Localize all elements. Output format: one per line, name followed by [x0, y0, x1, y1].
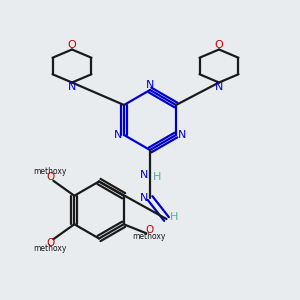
Text: N: N	[114, 130, 122, 140]
Text: H: H	[170, 212, 178, 223]
Text: methoxy: methoxy	[34, 244, 67, 253]
Text: O: O	[214, 40, 224, 50]
Text: N: N	[140, 170, 148, 181]
Text: O: O	[46, 172, 54, 182]
Text: O: O	[46, 238, 54, 248]
Text: H: H	[153, 172, 162, 182]
Text: O: O	[68, 40, 76, 50]
Text: N: N	[140, 193, 148, 203]
Text: methoxy: methoxy	[133, 232, 166, 241]
Text: N: N	[68, 82, 76, 92]
Text: N: N	[146, 80, 154, 91]
Text: N: N	[215, 82, 223, 92]
Text: O: O	[145, 225, 153, 235]
Text: methoxy: methoxy	[34, 167, 67, 176]
Text: N: N	[178, 130, 186, 140]
